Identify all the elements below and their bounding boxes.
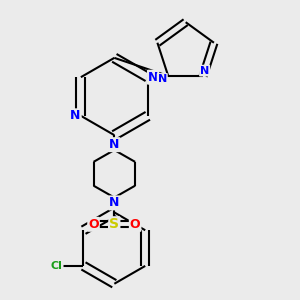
Text: N: N <box>148 71 158 84</box>
Text: Cl: Cl <box>51 261 63 271</box>
Text: S: S <box>109 217 119 231</box>
Text: N: N <box>200 66 209 76</box>
Text: N: N <box>70 109 81 122</box>
Text: N: N <box>158 74 167 84</box>
Text: N: N <box>109 196 119 209</box>
Text: N: N <box>109 138 119 151</box>
Text: O: O <box>88 218 99 231</box>
Text: O: O <box>130 218 140 231</box>
